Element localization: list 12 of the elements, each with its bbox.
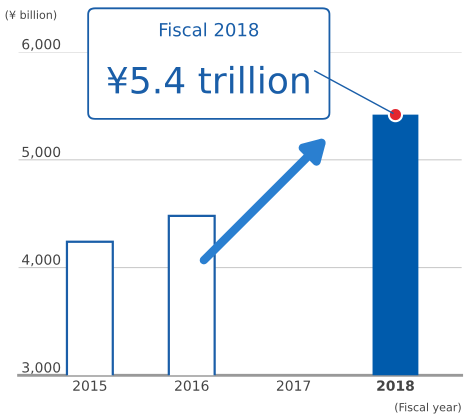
y-tick-label: 3,000: [22, 362, 60, 374]
x-axis-title: (Fiscal year): [395, 402, 461, 414]
y-axis-title: (¥ billion): [6, 10, 56, 20]
x-tick-label: 2016: [175, 380, 209, 391]
text: Fiscal 2018: [160, 22, 258, 37]
annotation: ¥5.4 trillion: [107, 66, 309, 94]
x-tick-label: 2018: [377, 380, 414, 391]
y-tick-label: 6,000: [22, 38, 60, 51]
y-tick-label: 4,000: [22, 254, 60, 266]
y-tick-label: 5,000: [22, 146, 60, 159]
x-tick-label: 2015: [73, 380, 106, 391]
x-tick-label: 2017: [276, 380, 310, 391]
